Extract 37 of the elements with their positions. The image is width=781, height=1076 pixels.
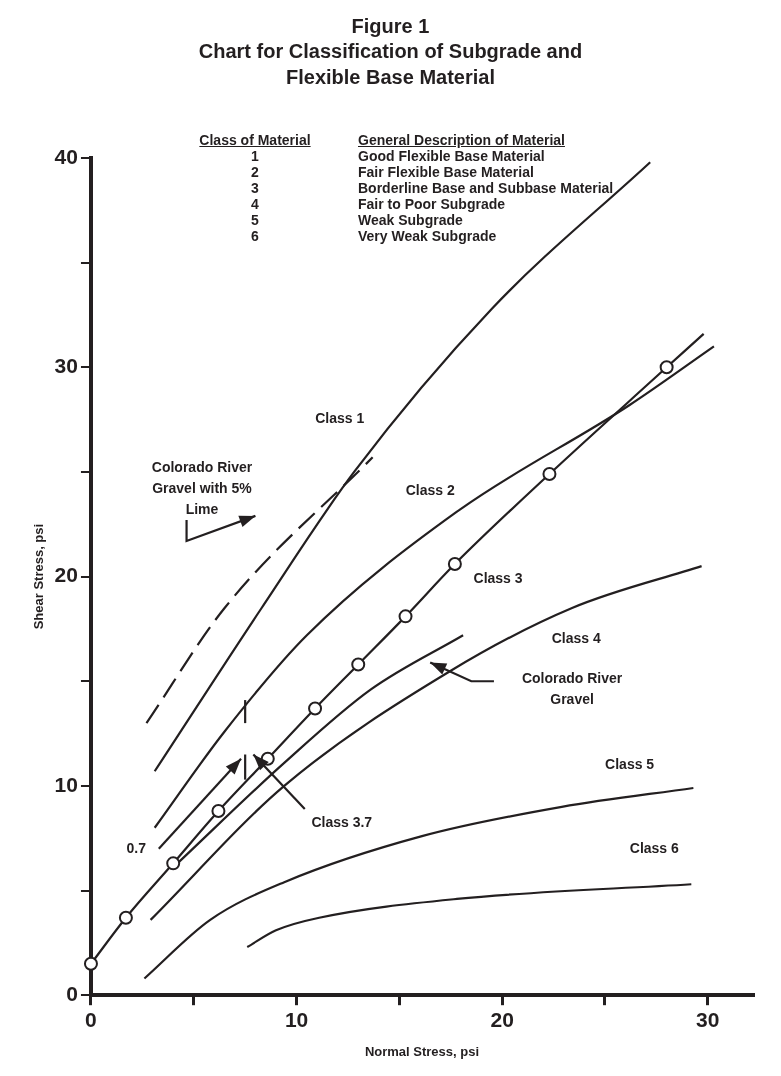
y-axis-title: Shear Stress, psi [31, 523, 47, 630]
chart-subtitle: Chart for Classification of Subgrade and Flexible Base Material [197, 39, 584, 90]
text: Class of Material [198, 132, 312, 148]
annotation: 1 [250, 148, 260, 164]
annotation: Colorado River Gravel with 5% Lime [151, 458, 253, 517]
annotation: 2 [250, 164, 260, 180]
y-tick-label: 20 [54, 563, 78, 587]
y-tick-label: 30 [54, 354, 78, 378]
annotation: 4 [250, 196, 260, 212]
annotation: Class 3.7 [311, 814, 373, 831]
annotation: Class 4 [551, 630, 601, 647]
annotation: 5 [250, 212, 260, 228]
annotation: Class 5 [605, 755, 655, 772]
text: General Description of Material [358, 132, 566, 148]
annotation: Good Flexible Base Material [358, 148, 546, 164]
annotation: Colorado River Gravel [521, 669, 623, 707]
annotation: Class 1 [315, 410, 365, 427]
annotation: 0.7 [126, 839, 147, 856]
x-axis-title: Normal Stress, psi [364, 1043, 480, 1059]
annotation: 6 [250, 228, 260, 244]
y-tick-label: 10 [54, 772, 78, 796]
annotation: Class 6 [629, 839, 680, 856]
annotation: 3 [250, 180, 260, 196]
y-tick-label: 40 [54, 144, 78, 168]
x-tick-label: 20 [490, 1007, 514, 1031]
x-tick-label: 0 [85, 1007, 97, 1031]
annotation: Weak Subgrade [358, 212, 464, 228]
chart-title: Figure 1 [350, 14, 431, 38]
annotation: Fair Flexible Base Material [358, 164, 535, 180]
annotation: Borderline Base and Subbase Material [358, 180, 614, 196]
x-tick-label: 10 [284, 1007, 309, 1031]
annotation: Class 2 [405, 481, 455, 498]
annotation: Very Weak Subgrade [358, 228, 498, 244]
annotation: Fair to Poor Subgrade [358, 196, 506, 212]
y-tick-label: 0 [66, 982, 78, 1005]
annotation: Class 3 [473, 569, 523, 586]
x-tick-label: 30 [696, 1007, 720, 1031]
